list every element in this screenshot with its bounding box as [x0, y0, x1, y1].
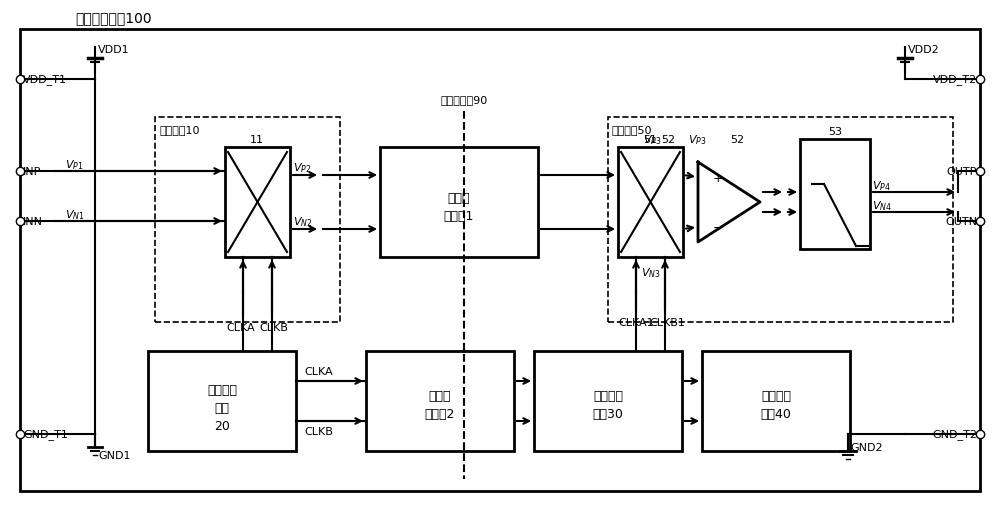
Text: $V_{N4}$: $V_{N4}$: [872, 198, 892, 213]
Text: INN: INN: [23, 217, 43, 227]
Bar: [366, 351, 514, 451]
Text: $V_{N3}$: $V_{N3}$: [641, 266, 661, 279]
Polygon shape: [698, 163, 760, 242]
Text: 电磁场: 电磁场: [448, 191, 470, 204]
Text: CLKA: CLKA: [227, 322, 255, 332]
Text: 电磁场: 电磁场: [429, 389, 451, 401]
Text: VDD2: VDD2: [908, 45, 940, 55]
Text: 波形整形: 波形整形: [593, 389, 623, 401]
Text: VDD_T2: VDD_T2: [933, 74, 977, 85]
Text: GND_T2: GND_T2: [932, 429, 977, 439]
Bar: [380, 147, 538, 258]
Text: 52: 52: [730, 135, 744, 145]
Text: CLKB1: CLKB1: [649, 317, 685, 327]
Text: $V_{P2}$: $V_{P2}$: [293, 161, 311, 175]
Text: 相位调整: 相位调整: [761, 389, 791, 401]
Text: CLKA1: CLKA1: [618, 317, 654, 327]
Text: 电路: 电路: [215, 400, 230, 414]
Text: 隔离放大器：100: 隔离放大器：100: [75, 11, 152, 25]
Text: 11: 11: [250, 135, 264, 145]
Text: −: −: [713, 221, 723, 234]
Text: $V_{P1}$: $V_{P1}$: [65, 158, 84, 172]
Text: $V_{N1}$: $V_{N1}$: [65, 208, 85, 222]
Text: 51: 51: [643, 135, 657, 145]
Text: VDD1: VDD1: [98, 45, 130, 55]
Text: GND1: GND1: [98, 450, 131, 460]
Text: 电路40: 电路40: [761, 407, 791, 420]
Text: 调制部：10: 调制部：10: [159, 125, 200, 135]
Bar: [534, 351, 682, 451]
Text: $V_{P3}$: $V_{P3}$: [688, 133, 707, 146]
Text: CLKB: CLKB: [260, 322, 288, 332]
Bar: [618, 147, 683, 258]
Text: CLKA: CLKA: [304, 366, 333, 376]
Text: OUTP: OUTP: [947, 167, 977, 177]
Text: $V_{P4}$: $V_{P4}$: [872, 179, 891, 192]
Bar: [702, 351, 850, 451]
Text: OUTN: OUTN: [945, 217, 977, 227]
Text: 耦合部1: 耦合部1: [444, 209, 474, 222]
Text: 电路30: 电路30: [593, 407, 623, 420]
Text: INP: INP: [23, 167, 41, 177]
Text: GND2: GND2: [850, 442, 883, 452]
Text: CLKB: CLKB: [304, 426, 333, 436]
Bar: [225, 147, 290, 258]
Text: 绝缘屏障：90: 绝缘屏障：90: [440, 95, 488, 105]
Text: VDD_T1: VDD_T1: [23, 74, 67, 85]
Text: +: +: [713, 171, 723, 184]
Text: 时钟生成: 时钟生成: [207, 383, 237, 396]
Bar: [155, 118, 340, 322]
Text: $V_{N2}$: $V_{N2}$: [293, 215, 313, 228]
Text: 52: 52: [661, 135, 675, 145]
Text: 耦合部2: 耦合部2: [425, 407, 455, 420]
Text: 20: 20: [214, 419, 230, 432]
Text: $V_{P3}$: $V_{P3}$: [643, 133, 662, 146]
Text: GND_T1: GND_T1: [23, 429, 68, 439]
Text: 解调部：50: 解调部：50: [612, 125, 652, 135]
Text: 53: 53: [828, 127, 842, 137]
Bar: [148, 351, 296, 451]
Bar: [800, 140, 870, 249]
Bar: [608, 118, 953, 322]
